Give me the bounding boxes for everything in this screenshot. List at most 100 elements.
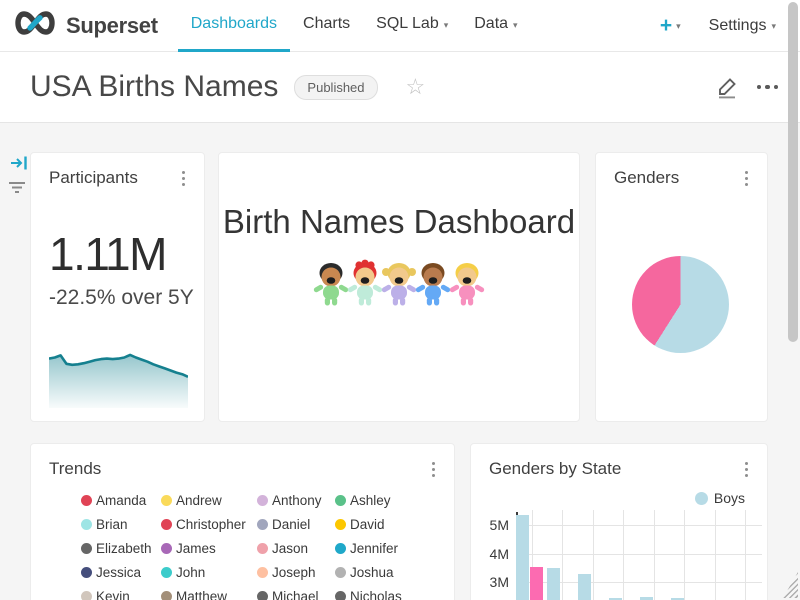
vertical-scrollbar[interactable] xyxy=(788,2,798,342)
header-actions xyxy=(715,75,779,99)
nav-right-group: + ▾ Settings ▾ xyxy=(650,15,784,36)
intro-heading: Birth Names Dashboard xyxy=(219,203,579,241)
nav-menu: DashboardsCharts SQL Lab ▾ Data▾ xyxy=(178,0,531,52)
card-title: Genders by State xyxy=(489,459,621,479)
legend-item-jason[interactable]: Jason xyxy=(257,541,335,556)
nav-item-charts[interactable]: Charts xyxy=(290,0,363,52)
filter-list-icon xyxy=(8,181,26,195)
legend-item-anthony[interactable]: Anthony xyxy=(257,493,335,508)
card-title: Trends xyxy=(49,459,101,479)
legend-dot xyxy=(257,543,268,554)
chevron-down-icon: ▾ xyxy=(444,20,449,31)
gridline xyxy=(715,510,716,600)
chevron-down-icon: ▾ xyxy=(771,21,776,32)
settings-menu[interactable]: Settings ▾ xyxy=(701,17,784,35)
legend-item-ashley[interactable]: Ashley xyxy=(335,493,435,508)
legend-dot xyxy=(161,519,172,530)
legend-item-elizabeth[interactable]: Elizabeth xyxy=(81,541,161,556)
bar-boys[interactable] xyxy=(516,515,529,600)
legend-item-joseph[interactable]: Joseph xyxy=(257,565,335,580)
kebab-menu-icon[interactable] xyxy=(741,459,752,480)
legend-label: Anthony xyxy=(272,493,322,508)
legend-label: John xyxy=(176,565,205,580)
legend-dot xyxy=(161,567,172,578)
child-icon xyxy=(414,259,452,306)
legend-item-matthew[interactable]: Matthew xyxy=(161,589,257,600)
nav-item-sql-lab[interactable]: SQL Lab ▾ xyxy=(363,0,461,52)
legend-dot xyxy=(81,495,92,506)
plus-icon: + xyxy=(660,15,672,36)
nav-item-data[interactable]: Data▾ xyxy=(461,0,530,52)
legend-label: Ashley xyxy=(350,493,391,508)
legend-dot xyxy=(81,591,92,600)
gridline xyxy=(745,510,746,600)
legend-item-michael[interactable]: Michael xyxy=(257,589,335,600)
page-title: USA Births Names xyxy=(30,70,278,104)
legend-item-amanda[interactable]: Amanda xyxy=(81,493,161,508)
bar-girls[interactable] xyxy=(530,567,543,600)
kebab-menu-icon[interactable] xyxy=(741,168,752,189)
legend-item-daniel[interactable]: Daniel xyxy=(257,517,335,532)
nav-item-label: Data xyxy=(474,15,508,33)
filter-list-button[interactable] xyxy=(8,181,26,200)
legend-label: Michael xyxy=(272,589,319,600)
legend-dot xyxy=(335,567,346,578)
legend-item-jennifer[interactable]: Jennifer xyxy=(335,541,435,556)
legend-dot xyxy=(335,543,346,554)
y-axis-tick-label: 5M xyxy=(490,517,509,533)
legend-dot xyxy=(81,543,92,554)
legend-label: Nicholas xyxy=(350,589,402,600)
kebab-menu-icon[interactable] xyxy=(428,459,439,480)
kebab-menu-icon[interactable] xyxy=(178,168,189,189)
legend-item-nicholas[interactable]: Nicholas xyxy=(335,589,435,600)
more-menu-button[interactable] xyxy=(757,85,779,90)
expand-filter-bar-button[interactable] xyxy=(10,155,28,176)
legend-item-christopher[interactable]: Christopher xyxy=(161,517,257,532)
card-genders: Genders xyxy=(595,152,768,422)
legend-item-brian[interactable]: Brian xyxy=(81,517,161,532)
new-item-button[interactable]: + ▾ xyxy=(650,15,691,36)
bar-boys[interactable] xyxy=(547,568,560,600)
legend-item-james[interactable]: James xyxy=(161,541,257,556)
bar-boys[interactable] xyxy=(578,574,591,600)
legend-label: Elizabeth xyxy=(96,541,152,556)
legend-dot xyxy=(81,567,92,578)
card-resize-handle[interactable] xyxy=(783,572,798,598)
legend-label: Boys xyxy=(714,490,745,506)
legend-item-david[interactable]: David xyxy=(335,517,435,532)
legend-item-joshua[interactable]: Joshua xyxy=(335,565,435,580)
genders-pie-chart[interactable] xyxy=(632,256,729,353)
big-number-subheader: -22.5% over 5Y xyxy=(49,286,204,310)
legend-label: Christopher xyxy=(176,517,246,532)
legend-label: James xyxy=(176,541,216,556)
legend-item-boys[interactable]: Boys xyxy=(695,490,745,506)
favorite-star-icon[interactable]: ☆ xyxy=(406,76,426,98)
legend-item-jessica[interactable]: Jessica xyxy=(81,565,161,580)
edit-dashboard-button[interactable] xyxy=(715,75,739,99)
legend-label: Daniel xyxy=(272,517,310,532)
legend-dot xyxy=(81,519,92,530)
superset-brand[interactable]: Superset xyxy=(12,9,158,42)
legend-item-andrew[interactable]: Andrew xyxy=(161,493,257,508)
gridline xyxy=(516,525,762,526)
child-icon xyxy=(448,259,486,306)
superset-logo-icon xyxy=(12,9,58,42)
gridline xyxy=(516,554,762,555)
published-badge[interactable]: Published xyxy=(294,75,377,100)
legend-item-kevin[interactable]: Kevin xyxy=(81,589,161,600)
nav-item-dashboards[interactable]: Dashboards xyxy=(178,0,290,52)
card-intro-markdown: Birth Names Dashboard xyxy=(218,152,580,422)
child-icon xyxy=(346,259,384,306)
legend-label: David xyxy=(350,517,385,532)
gridline xyxy=(684,510,685,600)
children-illustration xyxy=(219,259,579,306)
legend-item-john[interactable]: John xyxy=(161,565,257,580)
legend-dot xyxy=(695,492,708,505)
card-title: Participants xyxy=(49,168,138,188)
nav-item-label: SQL Lab xyxy=(376,15,439,33)
card-title: Genders xyxy=(614,168,679,188)
expand-filter-bar-icon xyxy=(10,155,28,171)
top-navbar: Superset DashboardsChartsSQL Lab▾Data▾ +… xyxy=(0,0,800,52)
legend-dot xyxy=(335,495,346,506)
legend-label: Brian xyxy=(96,517,128,532)
